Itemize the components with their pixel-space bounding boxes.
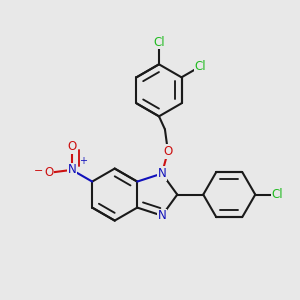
Text: O: O — [163, 145, 172, 158]
Text: Cl: Cl — [195, 60, 206, 73]
Text: O: O — [44, 166, 53, 179]
Text: N: N — [158, 167, 166, 180]
Text: N: N — [158, 209, 166, 222]
Text: N: N — [68, 164, 76, 176]
Text: O: O — [67, 140, 76, 153]
Text: Cl: Cl — [153, 36, 165, 49]
Text: −: − — [34, 166, 43, 176]
Text: +: + — [79, 156, 87, 166]
Text: Cl: Cl — [272, 188, 283, 201]
